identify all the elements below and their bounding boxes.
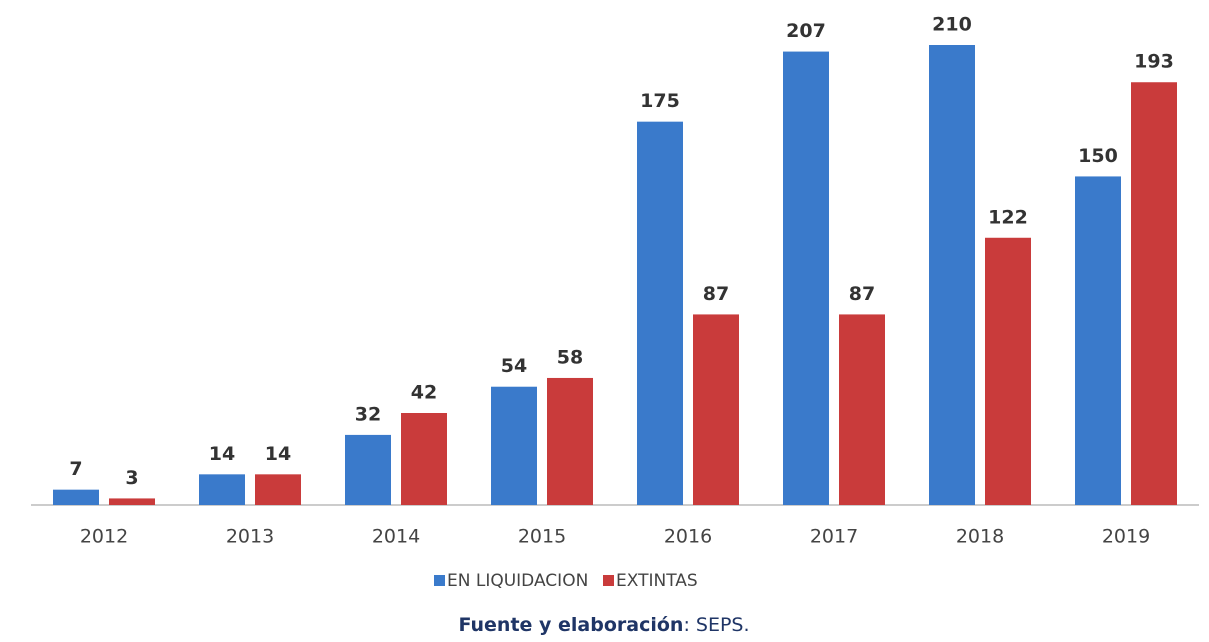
source: Fuente y elaboración: SEPS. — [458, 614, 749, 636]
bar — [199, 474, 245, 505]
data-label: 32 — [355, 403, 381, 425]
bar — [491, 386, 537, 505]
bar — [783, 51, 829, 505]
data-label: 210 — [932, 14, 972, 36]
bar — [255, 474, 301, 505]
x-tick-label: 2017 — [810, 526, 858, 548]
data-label: 42 — [411, 382, 437, 404]
data-label: 175 — [640, 90, 680, 112]
x-tick-label: 2014 — [372, 526, 420, 548]
data-label: 87 — [703, 283, 729, 305]
bar — [109, 498, 155, 505]
data-label: 150 — [1078, 145, 1118, 167]
bar — [637, 121, 683, 506]
x-tick-label: 2015 — [518, 526, 566, 548]
x-tick-label: 2013 — [226, 526, 274, 548]
legend-swatch — [434, 575, 445, 586]
source-label: Fuente y elaboración — [458, 614, 683, 636]
data-label: 207 — [786, 20, 826, 42]
bar — [547, 377, 593, 505]
bar — [345, 434, 391, 505]
source-text: : SEPS. — [683, 614, 749, 636]
data-label: 58 — [557, 346, 583, 368]
legend-label: EN LIQUIDACION — [447, 571, 588, 591]
bar — [53, 489, 99, 505]
legend-swatch — [603, 575, 614, 586]
bar — [693, 314, 739, 505]
bar — [1131, 82, 1177, 505]
data-label: 3 — [125, 467, 138, 489]
x-tick-label: 2012 — [80, 526, 128, 548]
legend-label: EXTINTAS — [616, 571, 698, 591]
data-label: 14 — [265, 443, 291, 465]
x-tick-label: 2018 — [956, 526, 1004, 548]
data-label: 87 — [849, 283, 875, 305]
bar — [839, 314, 885, 505]
data-label: 122 — [988, 206, 1028, 228]
bar — [929, 45, 975, 505]
bar — [1075, 176, 1121, 505]
x-tick-label: 2016 — [664, 526, 712, 548]
bar — [401, 413, 447, 505]
data-label: 7 — [69, 458, 82, 480]
bar — [985, 237, 1031, 505]
x-tick-label: 2019 — [1102, 526, 1150, 548]
data-label: 193 — [1134, 51, 1174, 73]
data-label: 54 — [501, 355, 527, 377]
data-label: 14 — [209, 443, 235, 465]
